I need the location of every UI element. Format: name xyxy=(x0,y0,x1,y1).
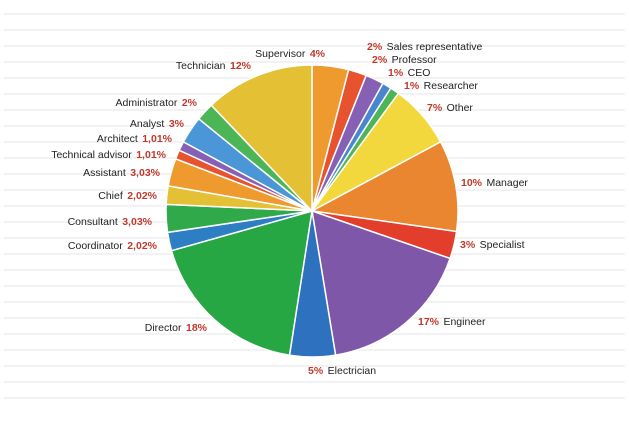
slice-label-name: Sales representative xyxy=(387,41,483,53)
slice-label: 17% Engineer xyxy=(418,312,486,329)
slice-label: 2% Sales representative xyxy=(367,37,483,54)
slice-label-percent: 1% xyxy=(404,80,420,92)
pie-slices xyxy=(165,64,459,358)
slice-label-name: Technical advisor xyxy=(51,149,132,161)
slice-label-name: Manager xyxy=(486,177,528,189)
slice-label-name: Analyst xyxy=(130,118,165,130)
slice-label: 7% Other xyxy=(427,98,473,115)
slice-label: Technical advisor 1,01% xyxy=(51,145,166,162)
slice-label-percent: 1,01% xyxy=(136,149,166,161)
slice-label-percent: 3% xyxy=(169,118,185,130)
slice-label-name: Assistant xyxy=(83,167,126,179)
pie-slice-engineer xyxy=(311,209,452,356)
slice-label: Supervisor 4% xyxy=(255,44,325,61)
slice-label-percent: 4% xyxy=(310,48,326,60)
slice-label-percent: 7% xyxy=(427,102,443,114)
slice-label-name: CEO xyxy=(408,67,431,79)
slice-label-percent: 2% xyxy=(372,54,388,66)
slice-label: 3% Specialist xyxy=(460,235,525,252)
slice-label-percent: 3,03% xyxy=(122,216,152,228)
slice-label-name: Specialist xyxy=(480,239,525,251)
slice-label-percent: 2% xyxy=(182,97,198,109)
slice-label-percent: 2% xyxy=(367,41,383,53)
slice-label-percent: 2,02% xyxy=(127,190,157,202)
slice-label: 1% CEO xyxy=(388,63,430,80)
pie-slice-technician xyxy=(210,64,313,213)
slice-label-name: Architect xyxy=(97,133,138,145)
slice-label: Chief 2,02% xyxy=(98,186,157,203)
slice-label: Technician 12% xyxy=(176,56,252,73)
slice-label-percent: 3,03% xyxy=(130,167,160,179)
slice-label-name: Technician xyxy=(176,60,226,72)
slice-label-name: Engineer xyxy=(443,316,486,328)
slice-label: 1% Researcher xyxy=(404,76,478,93)
slice-label: 2% Professor xyxy=(372,50,437,67)
slice-label: Assistant 3,03% xyxy=(83,163,160,180)
slice-label-name: Director xyxy=(145,322,182,334)
slice-label-name: Coordinator xyxy=(68,240,123,252)
slice-label-percent: 3% xyxy=(460,239,476,251)
pie-slice-manager xyxy=(309,140,459,233)
slice-label: Analyst 3% xyxy=(130,114,185,131)
slice-label-percent: 1,01% xyxy=(142,133,172,145)
slice-label: Administrator 2% xyxy=(116,93,198,110)
slice-label: Coordinator 2,02% xyxy=(68,236,158,253)
slice-label-name: Electrician xyxy=(328,365,377,377)
slice-label-percent: 2,02% xyxy=(127,240,157,252)
slice-label-percent: 1% xyxy=(388,67,404,79)
slice-label: Consultant 3,03% xyxy=(68,212,153,229)
pie-slice-director xyxy=(170,209,313,357)
slice-label-percent: 18% xyxy=(186,322,208,334)
slice-label: 10% Manager xyxy=(461,173,528,190)
slice-label-name: Researcher xyxy=(424,80,479,92)
slice-label-percent: 5% xyxy=(308,365,324,377)
slice-label-name: Consultant xyxy=(68,216,118,228)
slice-label-name: Supervisor xyxy=(255,48,306,60)
slice-label: Architect 1,01% xyxy=(97,129,173,146)
slice-label-name: Chief xyxy=(98,190,123,202)
slice-label-percent: 17% xyxy=(418,316,440,328)
slice-label-name: Professor xyxy=(392,54,437,66)
slice-label-percent: 10% xyxy=(461,177,483,189)
slice-label: 5% Electrician xyxy=(308,361,376,378)
slice-label: Director 18% xyxy=(145,318,208,335)
slice-label-name: Administrator xyxy=(116,97,178,109)
slice-label-name: Other xyxy=(447,102,474,114)
slice-label-percent: 12% xyxy=(230,60,252,72)
